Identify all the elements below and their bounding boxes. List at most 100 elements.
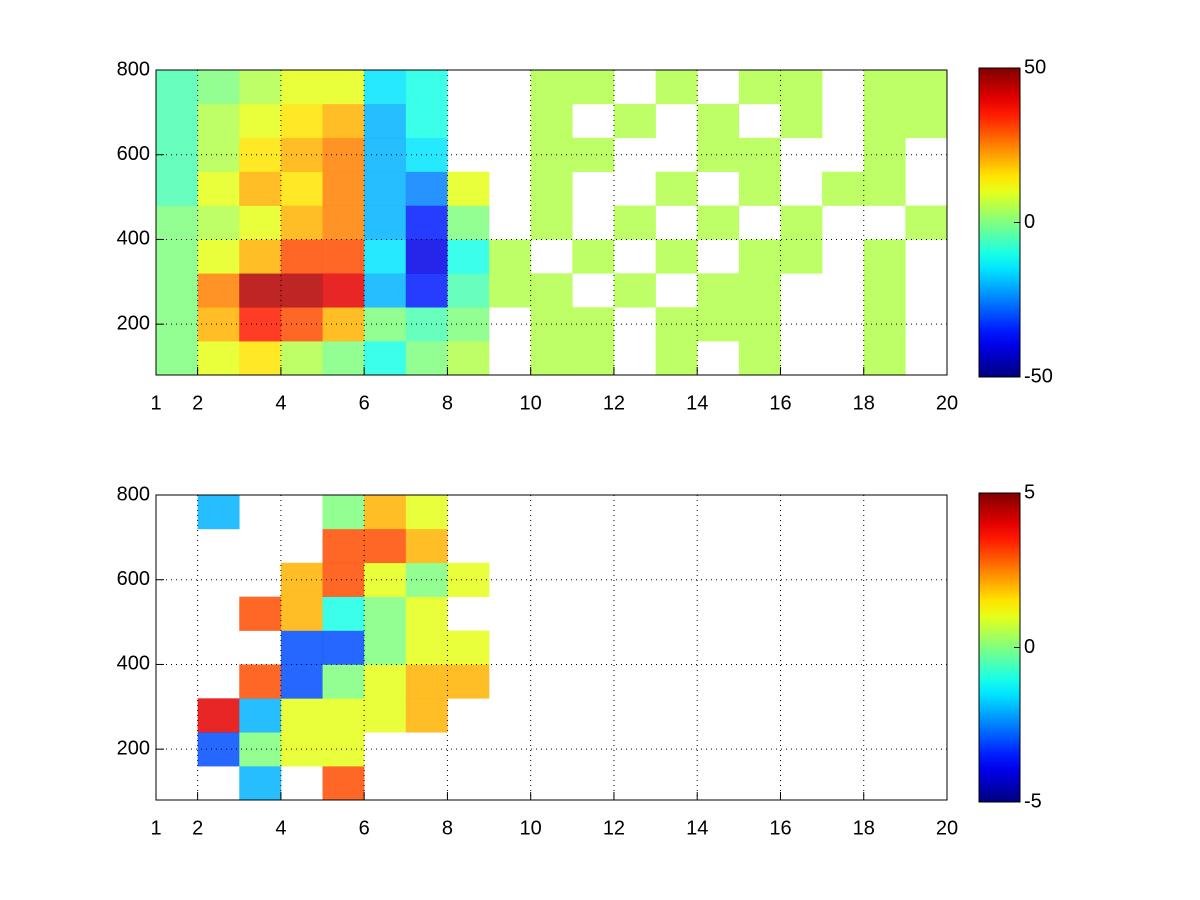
heatmap-cell bbox=[697, 137, 740, 172]
x-tick-label: 16 bbox=[769, 817, 791, 839]
heatmap-cell bbox=[655, 171, 698, 206]
heatmap-cell bbox=[239, 103, 282, 139]
heatmap-cell bbox=[572, 70, 615, 105]
heatmap-cell bbox=[863, 307, 906, 342]
heatmap-cell bbox=[322, 630, 365, 665]
x-tick-label: 20 bbox=[936, 392, 958, 414]
heatmap-cell bbox=[447, 341, 490, 376]
x-tick-label: 8 bbox=[442, 392, 453, 414]
heatmap-cell bbox=[364, 205, 407, 240]
heatmap-cell bbox=[197, 205, 240, 240]
heatmap-cell bbox=[280, 664, 323, 699]
colorbar-tick-label: -5 bbox=[1024, 790, 1042, 812]
heatmap-cell bbox=[405, 171, 448, 206]
colorbar bbox=[978, 67, 1021, 378]
heatmap-cell bbox=[738, 307, 781, 342]
heatmap-cell bbox=[572, 137, 615, 172]
heatmap-cell bbox=[280, 273, 323, 308]
colorbar-tick-label: 5 bbox=[1024, 481, 1035, 503]
heatmap-cell bbox=[905, 205, 948, 240]
heatmap-cell bbox=[655, 341, 698, 376]
heatmap-cell bbox=[863, 171, 906, 206]
heatmap-cell bbox=[530, 70, 573, 105]
y-tick-label: 800 bbox=[117, 58, 150, 80]
x-tick-label: 18 bbox=[853, 392, 875, 414]
heatmap-cell bbox=[156, 103, 198, 139]
heatmap-cell bbox=[239, 307, 282, 342]
heatmap-cell bbox=[197, 239, 240, 274]
x-tick-label: 2 bbox=[192, 817, 203, 839]
colorbar-tick-label: 50 bbox=[1024, 56, 1046, 78]
heatmap-cell bbox=[156, 205, 198, 240]
heatmap-cell bbox=[530, 171, 573, 206]
heatmap-cell bbox=[239, 239, 282, 274]
x-tick-label: 18 bbox=[853, 817, 875, 839]
heatmap-cell bbox=[156, 341, 198, 376]
heatmap-cell bbox=[405, 528, 448, 564]
heatmap-cell bbox=[239, 137, 282, 172]
heatmap-cell bbox=[447, 630, 490, 665]
heatmap-cell bbox=[613, 273, 656, 308]
y-tick-label: 200 bbox=[117, 312, 150, 334]
heatmap-cell bbox=[405, 698, 448, 733]
heatmap-cell bbox=[738, 273, 781, 308]
heatmap-cell bbox=[197, 70, 240, 105]
heatmap-cell bbox=[405, 596, 448, 631]
heatmap-cell bbox=[197, 732, 240, 767]
heatmap-cell bbox=[280, 103, 323, 139]
heatmap-cell bbox=[572, 239, 615, 274]
heatmap-cell bbox=[280, 239, 323, 274]
heatmap-cell bbox=[322, 732, 365, 767]
heatmap-cell bbox=[905, 70, 948, 105]
heatmap-cell bbox=[364, 528, 407, 564]
y-tick-label: 400 bbox=[117, 228, 150, 250]
heatmap-cell bbox=[613, 103, 656, 139]
colorbar-tick-label: 0 bbox=[1024, 211, 1035, 233]
heatmap-cell bbox=[364, 171, 407, 206]
heatmap-cell bbox=[364, 596, 407, 631]
heatmap-cell bbox=[447, 562, 490, 597]
colorbar bbox=[978, 492, 1021, 803]
x-tick-label: 20 bbox=[936, 817, 958, 839]
axes-box bbox=[155, 494, 948, 801]
heatmap-cell bbox=[322, 698, 365, 733]
heatmap-cell bbox=[280, 171, 323, 206]
colorbar-tick-label: -50 bbox=[1024, 365, 1053, 387]
heatmap-cell bbox=[822, 171, 865, 206]
x-tick-label: 4 bbox=[275, 817, 286, 839]
heatmap-cell bbox=[405, 205, 448, 240]
heatmap-cell bbox=[863, 70, 906, 105]
heatmap-cell bbox=[738, 70, 781, 105]
heatmap-cell bbox=[863, 103, 906, 139]
heatmap-cell bbox=[197, 103, 240, 139]
heatmap-cell bbox=[364, 341, 407, 376]
heatmap-cell bbox=[322, 341, 365, 376]
heatmap-cell bbox=[197, 698, 240, 733]
heatmap-cell bbox=[405, 664, 448, 699]
heatmap-cell bbox=[239, 732, 282, 767]
heatmap-cell bbox=[197, 171, 240, 206]
x-tick-label: 10 bbox=[520, 392, 542, 414]
heatmap-cell bbox=[364, 307, 407, 342]
heatmap-cell bbox=[738, 137, 781, 172]
heatmap-cell bbox=[239, 698, 282, 733]
heatmap-cell bbox=[780, 239, 823, 274]
heatmap-cell bbox=[197, 495, 240, 530]
heatmap-cell bbox=[280, 596, 323, 631]
x-tick-label: 10 bbox=[520, 817, 542, 839]
heatmap-cell bbox=[405, 103, 448, 139]
heatmap-cell bbox=[405, 273, 448, 308]
heatmap-cell bbox=[322, 205, 365, 240]
heatmap-cell bbox=[738, 171, 781, 206]
heatmap-cell bbox=[197, 307, 240, 342]
x-tick-label: 2 bbox=[192, 392, 203, 414]
heatmap-cell bbox=[489, 239, 531, 274]
heatmap-cell bbox=[530, 103, 573, 139]
heatmap-cell bbox=[447, 664, 490, 699]
heatmap-cell bbox=[280, 70, 323, 105]
heatmap-cell bbox=[405, 70, 448, 105]
x-tick-label: 12 bbox=[603, 392, 625, 414]
x-tick-label: 1 bbox=[150, 817, 161, 839]
heatmap-cell bbox=[364, 273, 407, 308]
